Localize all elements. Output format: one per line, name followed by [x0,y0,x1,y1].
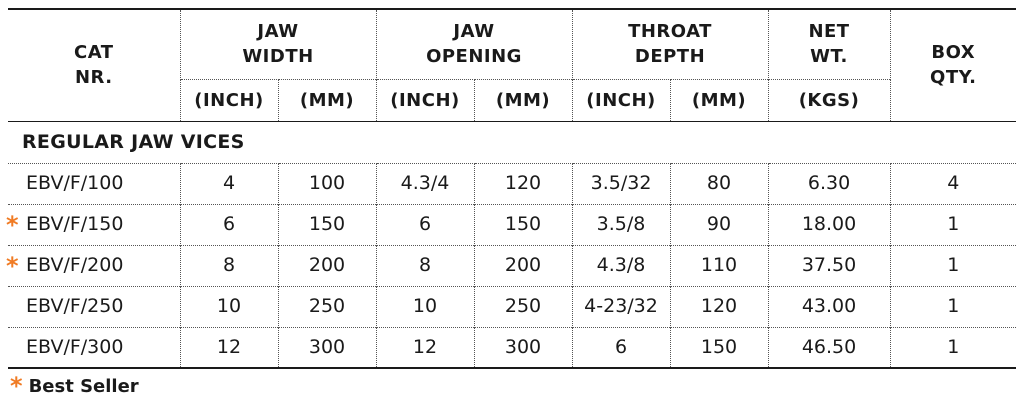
cat-number: * EBV/F/150 [6,203,180,245]
cat-number: EBV/F/100 [8,162,180,204]
header-throat-depth: THROAT DEPTH [571,9,769,79]
specification-table: CAT NR. JAW WIDTH JAW OPENING THROAT DEP… [6,8,1017,369]
jaw-opening-inch-cell: 6 [375,203,474,245]
jaw-opening-inch-cell: 4.3/4 [375,162,474,204]
legend-label: Best Seller [28,375,139,397]
jaw-opening-mm-cell: 200 [473,244,573,286]
jaw-opening-inch-cell: 12 [375,326,474,368]
unit-jaw-width-mm: (MM) [277,78,376,121]
table-row: EBV/F/100 4 100 4.3/4 120 3.5/32 80 6.30… [8,162,1017,204]
unit-jaw-width-inch: (INCH) [179,78,278,121]
throat-depth-mm-cell: 120 [669,285,769,327]
throat-depth-mm-cell: 80 [669,162,769,204]
box-qty-cell: 1 [889,203,1017,245]
cat-number: EBV/F/300 [8,326,180,368]
throat-depth-inch-cell: 6 [571,326,671,368]
jaw-width-mm-cell: 150 [277,203,376,245]
box-qty-cell: 1 [889,285,1017,327]
unit-throat-depth-inch: (INCH) [571,78,671,121]
jaw-width-mm-cell: 200 [277,244,376,286]
jaw-opening-inch-cell: 8 [375,244,474,286]
box-qty-cell: 1 [889,244,1017,286]
section-row: REGULAR JAW VICES [8,120,1017,163]
cat-number: EBV/F/250 [8,285,180,327]
cat-number: * EBV/F/200 [6,244,180,286]
table-row: EBV/F/250 10 250 10 250 4-23/32 120 43.0… [8,285,1017,327]
jaw-width-inch-cell: 6 [179,203,278,245]
table-row: * EBV/F/150 6 150 6 150 3.5/8 90 18.00 1 [6,203,1017,245]
jaw-width-mm-cell: 100 [277,162,376,204]
throat-depth-mm-cell: 110 [669,244,769,286]
net-wt-cell: 6.30 [767,162,891,204]
header-group-row: CAT NR. JAW WIDTH JAW OPENING THROAT DEP… [8,9,1017,121]
jaw-opening-mm-cell: 300 [473,326,573,368]
jaw-width-inch-cell: 10 [179,285,278,327]
unit-jaw-opening-inch: (INCH) [375,78,474,121]
throat-depth-mm-cell: 90 [669,203,769,245]
section-title: REGULAR JAW VICES [8,120,1017,163]
jaw-opening-mm-cell: 120 [473,162,573,204]
best-seller-star-icon: * [6,251,19,280]
table-row: EBV/F/300 12 300 12 300 6 150 46.50 1 [8,326,1017,368]
net-wt-cell: 37.50 [767,244,891,286]
table-row: * EBV/F/200 8 200 8 200 4.3/8 110 37.50 1 [6,244,1017,286]
throat-depth-inch-cell: 3.5/32 [571,162,671,204]
best-seller-star-icon: * [6,210,19,239]
header-unit-row: (INCH) (MM) (INCH) (MM) (INCH) (MM) (KGS… [8,78,1016,121]
jaw-opening-mm-cell: 150 [473,203,573,245]
unit-net-wt-kgs: (KGS) [767,78,891,121]
net-wt-cell: 46.50 [767,326,891,368]
jaw-width-inch-cell: 12 [179,326,278,368]
unit-throat-depth-mm: (MM) [669,78,769,121]
jaw-width-mm-cell: 300 [277,326,376,368]
header-jaw-opening: JAW OPENING [375,9,573,79]
box-qty-cell: 4 [889,162,1017,204]
header-cat-nr: CAT NR. [73,42,114,89]
net-wt-cell: 18.00 [767,203,891,245]
throat-depth-mm-cell: 150 [669,326,769,368]
net-wt-cell: 43.00 [767,285,891,327]
throat-depth-inch-cell: 4.3/8 [571,244,671,286]
header-net-wt: NET WT. [767,9,891,79]
jaw-width-mm-cell: 250 [277,285,376,327]
jaw-opening-mm-cell: 250 [473,285,573,327]
unit-jaw-opening-mm: (MM) [473,78,573,121]
box-qty-cell: 1 [889,326,1017,368]
header-jaw-width: JAW WIDTH [179,9,376,79]
header-box-qty: BOX QTY. [889,9,1017,121]
throat-depth-inch-cell: 3.5/8 [571,203,671,245]
best-seller-star-icon: * [10,372,23,400]
jaw-width-inch-cell: 8 [179,244,278,286]
jaw-width-inch-cell: 4 [179,162,278,204]
best-seller-legend: * Best Seller [10,373,139,399]
jaw-opening-inch-cell: 10 [375,285,474,327]
throat-depth-inch-cell: 4-23/32 [571,285,671,327]
